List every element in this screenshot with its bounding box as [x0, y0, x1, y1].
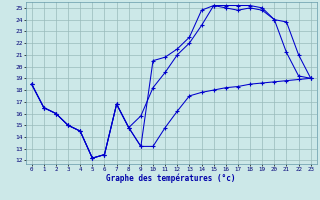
- X-axis label: Graphe des températures (°c): Graphe des températures (°c): [107, 173, 236, 183]
